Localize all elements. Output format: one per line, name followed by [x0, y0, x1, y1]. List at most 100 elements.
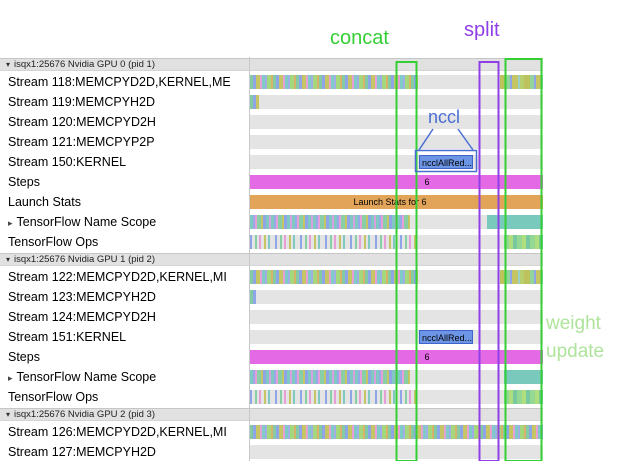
track-label[interactable]: ▸ TensorFlow Name Scope: [0, 367, 248, 387]
trace-event-bar-dense[interactable]: [250, 290, 256, 304]
section-header-row: ▾ isqx1:25676 Nvidia GPU 2 (pid 3): [0, 407, 622, 422]
trace-event-bar-speckle[interactable]: [250, 235, 416, 249]
triangle-right-icon[interactable]: ▸: [8, 373, 13, 383]
track-label-text: Stream 126:MEMCPYD2D,KERNEL,MI: [8, 425, 227, 439]
track-background: [250, 135, 543, 149]
split-annotation-label: split: [464, 19, 500, 41]
top-margin: [0, 0, 622, 57]
track-label[interactable]: Steps: [0, 172, 248, 192]
trace-event-bar-dense2[interactable]: [500, 75, 543, 89]
track-label[interactable]: Stream 127:MEMCPYH2D: [0, 442, 248, 461]
section-header-band[interactable]: ▾ isqx1:25676 Nvidia GPU 0 (pid 1): [0, 58, 543, 71]
track-label-text: Steps: [8, 175, 40, 189]
trace-event-bar-dense2[interactable]: [500, 270, 543, 284]
track-label-text: TensorFlow Ops: [8, 235, 99, 249]
track-row: Stream 122:MEMCPYD2D,KERNEL,MI: [0, 267, 622, 287]
track-label[interactable]: Stream 120:MEMCPYD2H: [0, 112, 248, 132]
track-background: [250, 290, 543, 304]
concat-annotation-label: concat: [330, 27, 389, 49]
trace-event-bar-dense-ns[interactable]: [250, 370, 410, 384]
section-header-band[interactable]: ▾ isqx1:25676 Nvidia GPU 2 (pid 3): [0, 408, 543, 421]
trace-event-bar-dense[interactable]: [250, 95, 259, 109]
track-row: Stream 150:KERNEL ncclAllRed...: [0, 152, 622, 172]
track-label-text: Stream 120:MEMCPYD2H: [8, 115, 156, 129]
track-label[interactable]: Steps: [0, 347, 248, 367]
track-label[interactable]: TensorFlow Ops: [0, 387, 248, 407]
track-label[interactable]: Stream 122:MEMCPYD2D,KERNEL,MI: [0, 267, 248, 287]
track-row: ▸ TensorFlow Name Scope: [0, 212, 622, 232]
triangle-down-icon: ▾: [6, 60, 11, 69]
track-label[interactable]: Stream 126:MEMCPYD2D,KERNEL,MI: [0, 422, 248, 442]
track-label[interactable]: Stream 123:MEMCPYH2D: [0, 287, 248, 307]
bar-label: Launch Stats for 6: [353, 197, 427, 207]
track-row: Steps 6: [0, 347, 622, 367]
nccl-allreduce-bar[interactable]: ncclAllRed...: [419, 155, 473, 169]
track-label-text: TensorFlow Ops: [8, 390, 99, 404]
track-label[interactable]: Stream 124:MEMCPYD2H: [0, 307, 248, 327]
track-background: [250, 115, 543, 129]
section-header-label: isqx1:25676 Nvidia GPU 2 (pid 3): [14, 409, 156, 420]
timeline-rows: ▾ isqx1:25676 Nvidia GPU 0 (pid 1) Stream …: [0, 57, 622, 461]
track-label-text: Launch Stats: [8, 195, 81, 209]
track-row: TensorFlow Ops: [0, 387, 622, 407]
label-timeline-divider: [249, 57, 250, 461]
launch-stats-bar[interactable]: Launch Stats for 6: [250, 195, 543, 209]
track-label[interactable]: ▸ TensorFlow Name Scope: [0, 212, 248, 232]
track-background: [250, 155, 543, 169]
track-label[interactable]: Stream 151:KERNEL: [0, 327, 248, 347]
track-row: Stream 127:MEMCPYH2D: [0, 442, 622, 461]
nccl-annotation-label: nccl: [428, 107, 461, 127]
track-label[interactable]: Launch Stats: [0, 192, 248, 212]
track-label-text: Stream 150:KERNEL: [8, 155, 127, 169]
trace-event-bar-dense-ns[interactable]: [250, 215, 410, 229]
nccl-allreduce-bar[interactable]: ncclAllRed...: [419, 330, 473, 344]
track-label-text: Stream 151:KERNEL: [8, 330, 127, 344]
track-row: Stream 123:MEMCPYH2D: [0, 287, 622, 307]
trace-event-bar-dense[interactable]: [250, 425, 543, 439]
track-background: [250, 310, 543, 324]
track-row: Stream 118:MEMCPYD2D,KERNEL,ME: [0, 72, 622, 92]
bar-label: ncclAllRed...: [422, 333, 473, 343]
track-label-text: Stream 123:MEMCPYH2D: [8, 290, 156, 304]
track-row: Stream 121:MEMCPYP2P: [0, 132, 622, 152]
track-row: Stream 119:MEMCPYH2D: [0, 92, 622, 112]
track-label-text: Stream 124:MEMCPYD2H: [8, 310, 156, 324]
track-background: [250, 445, 543, 459]
track-label-text: Stream 127:MEMCPYH2D: [8, 445, 156, 459]
track-label-text: TensorFlow Name Scope: [16, 215, 157, 229]
section-header-label: isqx1:25676 Nvidia GPU 1 (pid 2): [14, 254, 156, 265]
track-label-text: TensorFlow Name Scope: [16, 370, 157, 384]
triangle-down-icon: ▾: [6, 410, 11, 419]
track-background: [250, 95, 543, 109]
section-header-row: ▾ isqx1:25676 Nvidia GPU 1 (pid 2): [0, 252, 622, 267]
section-header-row: ▾ isqx1:25676 Nvidia GPU 0 (pid 1): [0, 57, 622, 72]
trace-event-bar-dense[interactable]: [250, 270, 418, 284]
trace-event-bar-teal[interactable]: [504, 370, 543, 384]
track-row: Steps 6: [0, 172, 622, 192]
steps-bar[interactable]: 6: [250, 175, 543, 189]
trace-event-bar-speckle[interactable]: [250, 390, 416, 404]
triangle-down-icon: ▾: [6, 255, 11, 264]
track-background: [250, 330, 543, 344]
track-label-text: Steps: [8, 350, 40, 364]
triangle-right-icon[interactable]: ▸: [8, 218, 13, 228]
track-row: Stream 124:MEMCPYD2H: [0, 307, 622, 327]
track-label-text: Stream 118:MEMCPYD2D,KERNEL,ME: [8, 75, 231, 89]
track-label[interactable]: Stream 119:MEMCPYH2D: [0, 92, 248, 112]
track-label-text: Stream 121:MEMCPYP2P: [8, 135, 155, 149]
track-row: Stream 126:MEMCPYD2D,KERNEL,MI: [0, 422, 622, 442]
trace-event-bar-green[interactable]: [504, 235, 543, 249]
track-label[interactable]: TensorFlow Ops: [0, 232, 248, 252]
steps-bar[interactable]: 6: [250, 350, 543, 364]
trace-event-bar-dense[interactable]: [250, 75, 418, 89]
track-label[interactable]: Stream 118:MEMCPYD2D,KERNEL,ME: [0, 72, 248, 92]
track-row: Launch Stats Launch Stats for 6: [0, 192, 622, 212]
trace-event-bar-teal[interactable]: [487, 215, 543, 229]
track-label-text: Stream 119:MEMCPYH2D: [8, 95, 156, 109]
track-row: Stream 151:KERNEL ncclAllRed...: [0, 327, 622, 347]
track-label[interactable]: Stream 121:MEMCPYP2P: [0, 132, 248, 152]
trace-event-bar-green[interactable]: [504, 390, 543, 404]
section-header-band[interactable]: ▾ isqx1:25676 Nvidia GPU 1 (pid 2): [0, 253, 543, 266]
track-row: TensorFlow Ops: [0, 232, 622, 252]
track-label[interactable]: Stream 150:KERNEL: [0, 152, 248, 172]
